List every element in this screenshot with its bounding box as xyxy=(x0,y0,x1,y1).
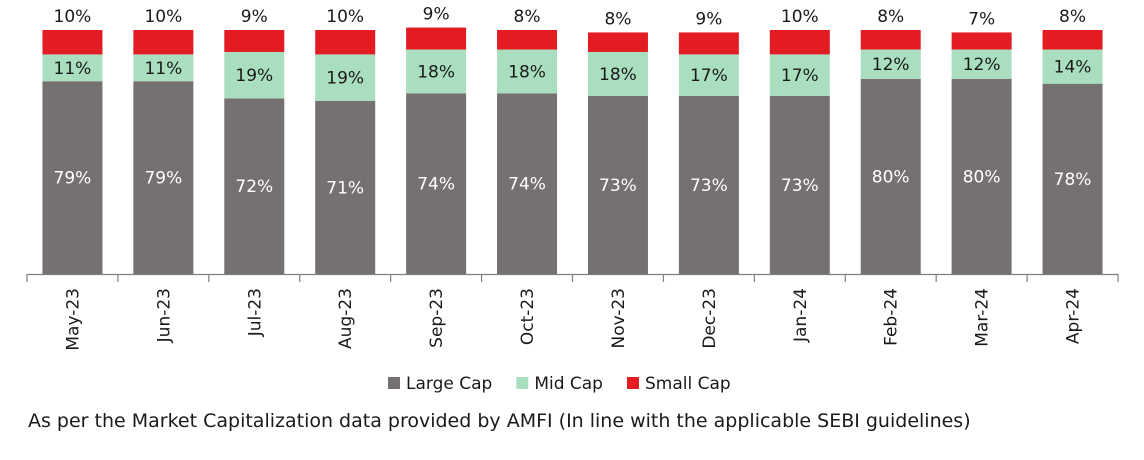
data-label: 79% xyxy=(54,169,92,189)
data-label: 18% xyxy=(508,62,546,82)
data-label: 80% xyxy=(872,167,910,187)
data-label: 74% xyxy=(508,175,546,195)
bar-segment-large-cap xyxy=(587,95,648,274)
bar-segment-large-cap xyxy=(1042,83,1103,275)
bar-segment-large-cap xyxy=(678,95,739,274)
bar-segment-large-cap xyxy=(406,93,467,274)
bar-segment-large-cap xyxy=(951,78,1012,274)
legend-label: Small Cap xyxy=(645,374,731,394)
bar-segment-mid-cap xyxy=(315,54,376,101)
bar-segment-small-cap xyxy=(678,32,739,55)
x-tick-label: Dec-23 xyxy=(700,288,720,349)
data-label: 73% xyxy=(690,176,728,196)
x-tick-label: Nov-23 xyxy=(609,288,629,349)
bar-segment-small-cap xyxy=(1042,30,1103,50)
bar-segment-mid-cap xyxy=(769,54,830,96)
x-tick-label: Aug-23 xyxy=(336,288,356,349)
data-label: 78% xyxy=(1054,170,1092,190)
data-label: 74% xyxy=(417,175,455,195)
x-tick-label: Jul-23 xyxy=(245,288,265,337)
bar-segment-mid-cap xyxy=(860,49,921,79)
data-label: 17% xyxy=(781,66,819,86)
bar-segment-large-cap xyxy=(133,81,194,275)
data-label: 80% xyxy=(963,167,1001,187)
bar-segment-large-cap xyxy=(497,93,558,274)
data-label: 73% xyxy=(599,176,637,196)
bar-segment-small-cap xyxy=(315,30,376,55)
data-label: 8% xyxy=(1059,7,1086,27)
data-label: 14% xyxy=(1054,58,1092,78)
data-label: 8% xyxy=(877,7,904,27)
legend-swatch xyxy=(516,377,529,389)
data-label: 8% xyxy=(514,7,541,27)
bar-segment-mid-cap xyxy=(224,51,285,99)
data-label: 10% xyxy=(144,7,182,27)
data-label: 11% xyxy=(54,59,92,79)
bar-segment-large-cap xyxy=(224,98,285,274)
data-label: 72% xyxy=(235,177,273,197)
x-tick-label: May-23 xyxy=(63,288,83,351)
data-label: 79% xyxy=(144,169,182,189)
data-label: 73% xyxy=(781,176,819,196)
data-label: 18% xyxy=(599,65,637,85)
data-label: 9% xyxy=(423,5,450,25)
bar-segment-mid-cap xyxy=(133,54,194,82)
legend-swatch xyxy=(388,377,400,389)
data-label: 10% xyxy=(54,7,92,27)
bar-segment-small-cap xyxy=(497,30,558,50)
x-tick-label: Mar-24 xyxy=(973,288,993,347)
x-tick-label: Feb-24 xyxy=(882,288,902,346)
x-tick-label: Sep-23 xyxy=(427,288,447,348)
x-tick-label: Jan-24 xyxy=(791,288,811,343)
bar-segment-large-cap xyxy=(315,100,376,274)
data-label: 18% xyxy=(417,62,455,82)
bar-segment-mid-cap xyxy=(42,54,103,82)
bar-segment-large-cap xyxy=(860,78,921,274)
data-label: 19% xyxy=(235,66,273,86)
bar-segment-small-cap xyxy=(406,27,467,50)
bar-segment-small-cap xyxy=(951,32,1012,50)
data-label: 10% xyxy=(326,7,364,27)
bar-segment-small-cap xyxy=(769,30,830,55)
data-label: 9% xyxy=(695,9,722,29)
data-label: 12% xyxy=(872,55,910,75)
bar-segment-mid-cap xyxy=(587,51,648,96)
bar-segment-small-cap xyxy=(133,30,194,55)
bar-segment-mid-cap xyxy=(1042,49,1103,84)
bar-segment-small-cap xyxy=(587,32,648,52)
bar-segment-mid-cap xyxy=(678,54,739,96)
data-label: 19% xyxy=(326,69,364,89)
data-label: 17% xyxy=(690,66,728,86)
bar-segment-small-cap xyxy=(224,30,285,52)
bar-segment-small-cap xyxy=(42,30,103,55)
data-label: 10% xyxy=(781,7,819,27)
x-tick-label: Apr-24 xyxy=(1064,288,1084,344)
x-tick-label: Jun-23 xyxy=(154,288,174,343)
footnote: As per the Market Capitalization data pr… xyxy=(28,410,971,432)
bar-segment-mid-cap xyxy=(497,49,558,94)
bar-segment-mid-cap xyxy=(406,49,467,94)
data-label: 11% xyxy=(144,59,182,79)
data-label: 71% xyxy=(326,178,364,198)
data-label: 7% xyxy=(968,9,995,29)
bar-segment-small-cap xyxy=(860,30,921,50)
x-tick-label: Oct-23 xyxy=(518,288,538,345)
legend-label: Mid Cap xyxy=(534,374,603,394)
data-label: 8% xyxy=(604,9,631,29)
bar-segment-mid-cap xyxy=(951,49,1012,79)
legend-label: Large Cap xyxy=(406,374,492,394)
data-label: 9% xyxy=(241,7,268,27)
data-label: 12% xyxy=(963,55,1001,75)
bar-segment-large-cap xyxy=(769,95,830,274)
bar-segment-large-cap xyxy=(42,81,103,275)
legend-swatch xyxy=(626,377,639,389)
